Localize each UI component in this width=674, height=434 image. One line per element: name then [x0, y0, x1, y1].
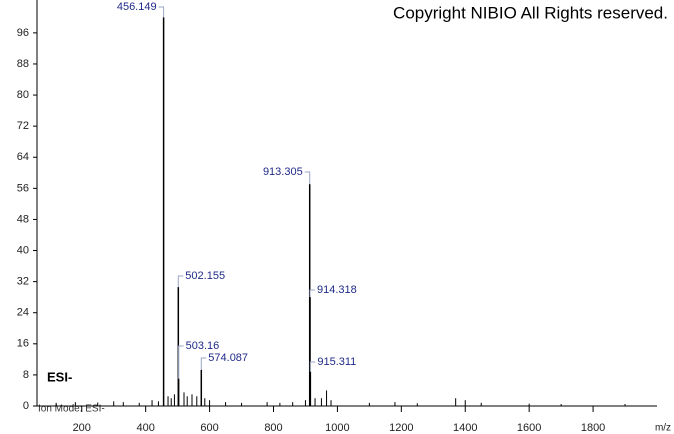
label-connector: [309, 289, 316, 298]
y-tick-label: 80: [17, 89, 29, 101]
y-tick-label: 24: [17, 307, 29, 319]
y-tick-label: 48: [17, 213, 29, 225]
x-tick-label: 1600: [517, 422, 541, 434]
peak-label: 914.318: [317, 284, 357, 296]
label-connector: [304, 171, 311, 185]
label-connector: [177, 275, 184, 288]
y-tick-label: 32: [17, 276, 29, 288]
peak-label: 915.311: [317, 356, 356, 368]
y-tick-label: 72: [17, 120, 29, 132]
x-tick-label: 600: [200, 422, 218, 434]
y-tick-label: 96: [17, 27, 29, 39]
x-tick-label: 1800: [581, 422, 605, 434]
peak-label: 503.16: [186, 340, 220, 352]
y-tick-label: 56: [17, 182, 29, 194]
y-tick-label: 64: [17, 151, 29, 163]
x-tick-label: 1400: [453, 422, 477, 434]
x-tick-label: 200: [73, 422, 91, 434]
label-connector: [309, 361, 316, 372]
footnote: Ion Mode: ESI-: [38, 404, 105, 415]
peak-label: 913.305: [263, 166, 303, 178]
y-tick-label: 40: [17, 244, 29, 256]
label-connector: [178, 345, 184, 379]
x-tick-label: 1200: [389, 422, 413, 434]
y-tick-label: 8: [23, 369, 29, 381]
chart-title: Copyright NIBIO All Rights reserved.: [393, 3, 668, 22]
y-tick-label: 0: [23, 400, 29, 412]
y-tick-label: 16: [17, 338, 29, 350]
x-tick-label: 400: [136, 422, 154, 434]
mode-annotation: ESI-: [47, 369, 72, 384]
label-connector: [158, 6, 165, 18]
x-tick-label: 1000: [325, 422, 349, 434]
x-tick-label: 800: [264, 422, 282, 434]
peak-label: 456.149: [117, 1, 157, 13]
peak-label: 574.087: [208, 352, 248, 364]
y-tick-label: 88: [17, 58, 29, 70]
x-axis-label: m/z: [655, 423, 671, 434]
peak-label: 502.155: [185, 270, 225, 282]
label-connector: [200, 357, 207, 370]
